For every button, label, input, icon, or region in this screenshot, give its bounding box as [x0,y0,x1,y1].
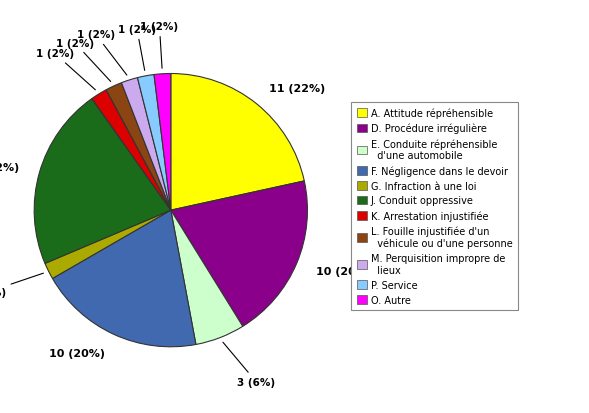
Text: 10 (20%): 10 (20%) [316,267,372,277]
Text: 1 (2%): 1 (2%) [118,25,156,71]
Text: 10 (20%): 10 (20%) [49,348,105,358]
Wedge shape [154,74,171,211]
Wedge shape [137,75,171,211]
Wedge shape [45,211,171,279]
Wedge shape [121,78,171,211]
Text: 3 (6%): 3 (6%) [223,342,276,387]
Text: 11 (22%): 11 (22%) [0,163,19,173]
Wedge shape [92,90,171,211]
Wedge shape [171,211,243,344]
Text: 1 (2%): 1 (2%) [0,273,44,298]
Wedge shape [34,100,171,264]
Text: 11 (22%): 11 (22%) [269,83,326,93]
Wedge shape [52,211,196,347]
Text: 1 (2%): 1 (2%) [77,30,127,76]
Wedge shape [171,74,305,211]
Text: 1 (2%): 1 (2%) [55,38,111,82]
Wedge shape [171,181,307,327]
Legend: A. Attitude répréhensible, D. Procédure irrégulière, E. Conduite répréhensible
 : A. Attitude répréhensible, D. Procédure … [352,102,518,311]
Text: 1 (2%): 1 (2%) [35,49,95,90]
Text: 1 (2%): 1 (2%) [140,22,178,69]
Wedge shape [106,83,171,211]
